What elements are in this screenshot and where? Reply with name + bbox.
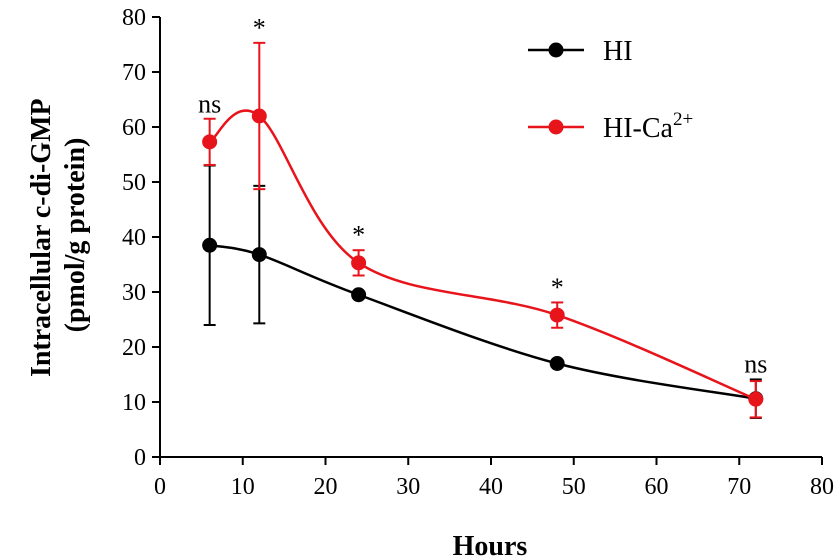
y-tick-label: 80 [122,5,146,31]
x-tick-label: 30 [396,474,420,500]
significance-label: * [551,273,564,302]
x-axis-title: Hours [453,531,528,560]
significance-label: ns [744,349,767,378]
y-tick-label: 20 [122,335,146,361]
x-tick-label: 10 [231,474,255,500]
x-tick-label: 50 [562,474,586,500]
x-tick-label: 40 [479,474,503,500]
y-tick-label: 30 [122,280,146,306]
significance-label: * [253,13,266,42]
data-point [251,247,267,263]
x-tick-label: 70 [727,474,751,500]
legend-label: HI [603,36,633,67]
data-point [202,237,218,253]
y-axis-title: Intracellular c-di-GMP (pmol/g protein) [26,93,91,377]
series-hi-ca [202,41,764,419]
data-point [202,134,218,150]
data-point [251,108,267,124]
data-point [748,391,764,407]
data-point [549,307,565,323]
x-tick-label: 80 [810,474,834,500]
series-line-hi-ca [208,109,757,401]
y-tick-label: 50 [122,170,146,196]
data-point [351,255,367,271]
legend-label-superscript: 2+ [673,109,693,130]
y-tick-label: 40 [122,225,146,251]
annotations: ns * * * ns [198,13,767,378]
legend-marker [548,42,564,58]
legend-label: HI-Ca2+ [603,109,693,144]
x-tick-label: 0 [154,474,166,500]
y-axis-title-line-1: Intracellular c-di-GMP [26,99,57,378]
significance-label: ns [198,90,221,119]
y-tick-label: 60 [122,115,146,141]
series-line-hi [209,244,757,400]
tick-labels: 0 10 20 30 40 50 60 70 80 0 10 20 30 40 50 60 70 80 [122,5,834,500]
series-hi [202,164,764,419]
legend: HI HI-Ca2+ [528,36,693,144]
legend-item-hi: HI [528,36,633,67]
y-tick-label: 10 [122,390,146,416]
x-tick-label: 20 [314,474,338,500]
series [202,41,764,419]
y-tick-label: 0 [134,445,146,471]
data-point [549,356,565,371]
legend-item-hi-ca: HI-Ca2+ [528,109,693,144]
data-point [351,287,367,303]
y-tick-label: 70 [122,60,146,86]
axes [152,16,823,465]
legend-marker [548,119,564,135]
y-axis-title-line-2: (pmol/g protein) [60,138,91,333]
significance-label: * [352,221,365,250]
x-tick-label: 60 [645,474,669,500]
